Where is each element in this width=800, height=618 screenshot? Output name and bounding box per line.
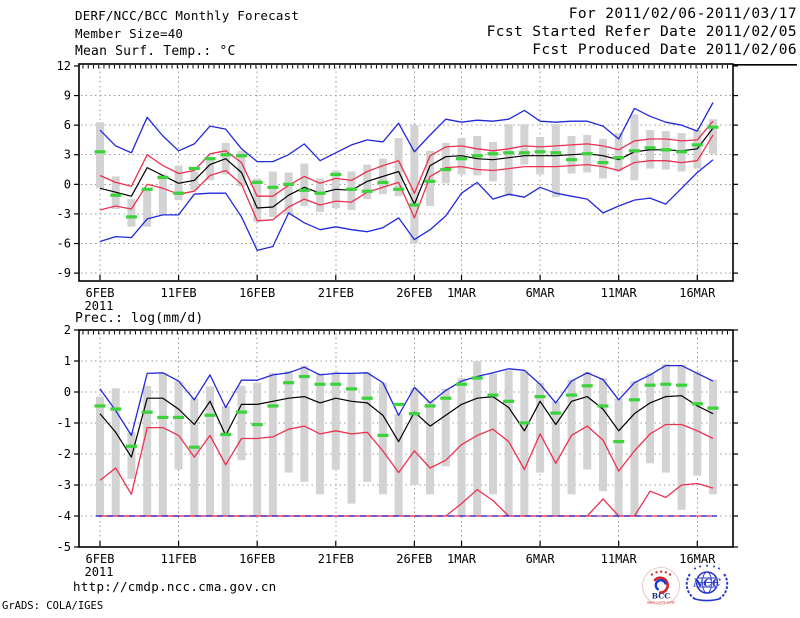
y-tick-label: 0: [64, 177, 71, 191]
x-tick-sublabel: 2011: [85, 565, 114, 579]
fcst-produced-label: Fcst Produced Date 2011/02/06: [532, 42, 797, 58]
bcc-swirl-red: [653, 576, 669, 594]
agency-logos: BCC BEIJING CLIMATE CENTER NCC: [642, 564, 729, 605]
y-tick-label: 12: [57, 59, 71, 73]
temp-lower-quartile: [99, 134, 714, 222]
y-tick-label: -5: [57, 540, 71, 554]
y-tick-label: -4: [57, 509, 71, 523]
member-size-label: Member Size=40: [75, 26, 184, 41]
x-tick-label: 6FEB: [86, 552, 115, 566]
y-tick-label: -3: [57, 207, 71, 221]
page-title: DERF/NCC/BCC Monthly Forecast: [75, 8, 300, 23]
y-tick-label: -6: [57, 237, 71, 251]
source-url: http://cmdp.ncc.cma.gov.cn: [73, 579, 277, 594]
ncc-top-arc-marks: [694, 564, 720, 570]
x-tick-label: 16MAR: [679, 286, 716, 300]
y-tick-label: 9: [64, 89, 71, 103]
x-tick-label: 16FEB: [239, 286, 275, 300]
x-tick-label: 16MAR: [679, 552, 716, 566]
x-tick-label: 11FEB: [161, 286, 197, 300]
y-tick-label: -2: [57, 447, 71, 461]
bcc-logo-text: BCC: [652, 592, 670, 601]
temp-upper-quartile: [99, 120, 714, 197]
y-tick-label: -1: [57, 416, 71, 430]
y-tick-label: 0: [64, 385, 71, 399]
bcc-top-arc-marks: [650, 570, 672, 576]
prec-ens-mean: [99, 395, 714, 458]
ncc-logo-text: NCC: [692, 577, 721, 590]
y-tick-label: 1: [64, 354, 71, 368]
temp-obs: [94, 125, 719, 219]
x-tick-label: 6FEB: [86, 286, 115, 300]
x-tick-label: 11FEB: [161, 552, 197, 566]
prec-ens-max: [99, 364, 714, 437]
y-tick-label: 6: [64, 118, 71, 132]
y-tick-label: -9: [57, 266, 71, 280]
temp-top-ticks: [82, 65, 729, 69]
x-tick-label: 6MAR: [526, 552, 556, 566]
x-tick-label: 11MAR: [601, 286, 638, 300]
x-tick-label: 11MAR: [601, 552, 638, 566]
x-tick-label: 21FEB: [318, 552, 354, 566]
temp-panel-title: Mean Surf. Temp.: °C: [75, 44, 236, 59]
y-tick-label: -3: [57, 478, 71, 492]
ncc-logo: NCC: [685, 564, 729, 602]
bcc-logo: BCC BEIJING CLIMATE CENTER: [642, 567, 680, 605]
x-tick-label: 26FEB: [396, 286, 432, 300]
x-tick-label: 1MAR: [447, 552, 477, 566]
x-tick-label: 1MAR: [447, 286, 477, 300]
bcc-logo-subtext: BEIJING CLIMATE CENTER: [647, 601, 675, 605]
prec-panel-title: Prec.: log(mm/d): [75, 311, 204, 326]
grads-credit: GrADS: COLA/IGES: [2, 600, 104, 612]
y-tick-label: 2: [64, 323, 71, 337]
temp-spread-bar: [96, 114, 717, 244]
x-tick-label: 26FEB: [396, 552, 432, 566]
prec-lower-quartile: [99, 423, 714, 495]
fcst-started-label: Fcst Started Refer Date 2011/02/05: [486, 24, 797, 40]
y-tick-label: 3: [64, 148, 71, 162]
temp-frame: [78, 63, 734, 282]
temp-ens-mean: [99, 127, 714, 209]
x-tick-label: 6MAR: [526, 286, 556, 300]
x-tick-sublabel: 2011: [85, 299, 114, 313]
bcc-swirl-blue: [654, 579, 667, 591]
prec-obs: [94, 374, 719, 449]
forecast-range-label: For 2011/02/06-2011/03/17: [568, 6, 797, 22]
x-tick-label: 16FEB: [239, 552, 275, 566]
prec-frame: [78, 329, 734, 548]
prec-spread-bar: [96, 361, 717, 516]
temp-ens-max: [99, 102, 714, 163]
x-tick-label: 21FEB: [318, 286, 354, 300]
temp-ens-min: [99, 159, 714, 252]
prec-top-ticks: [82, 331, 729, 335]
